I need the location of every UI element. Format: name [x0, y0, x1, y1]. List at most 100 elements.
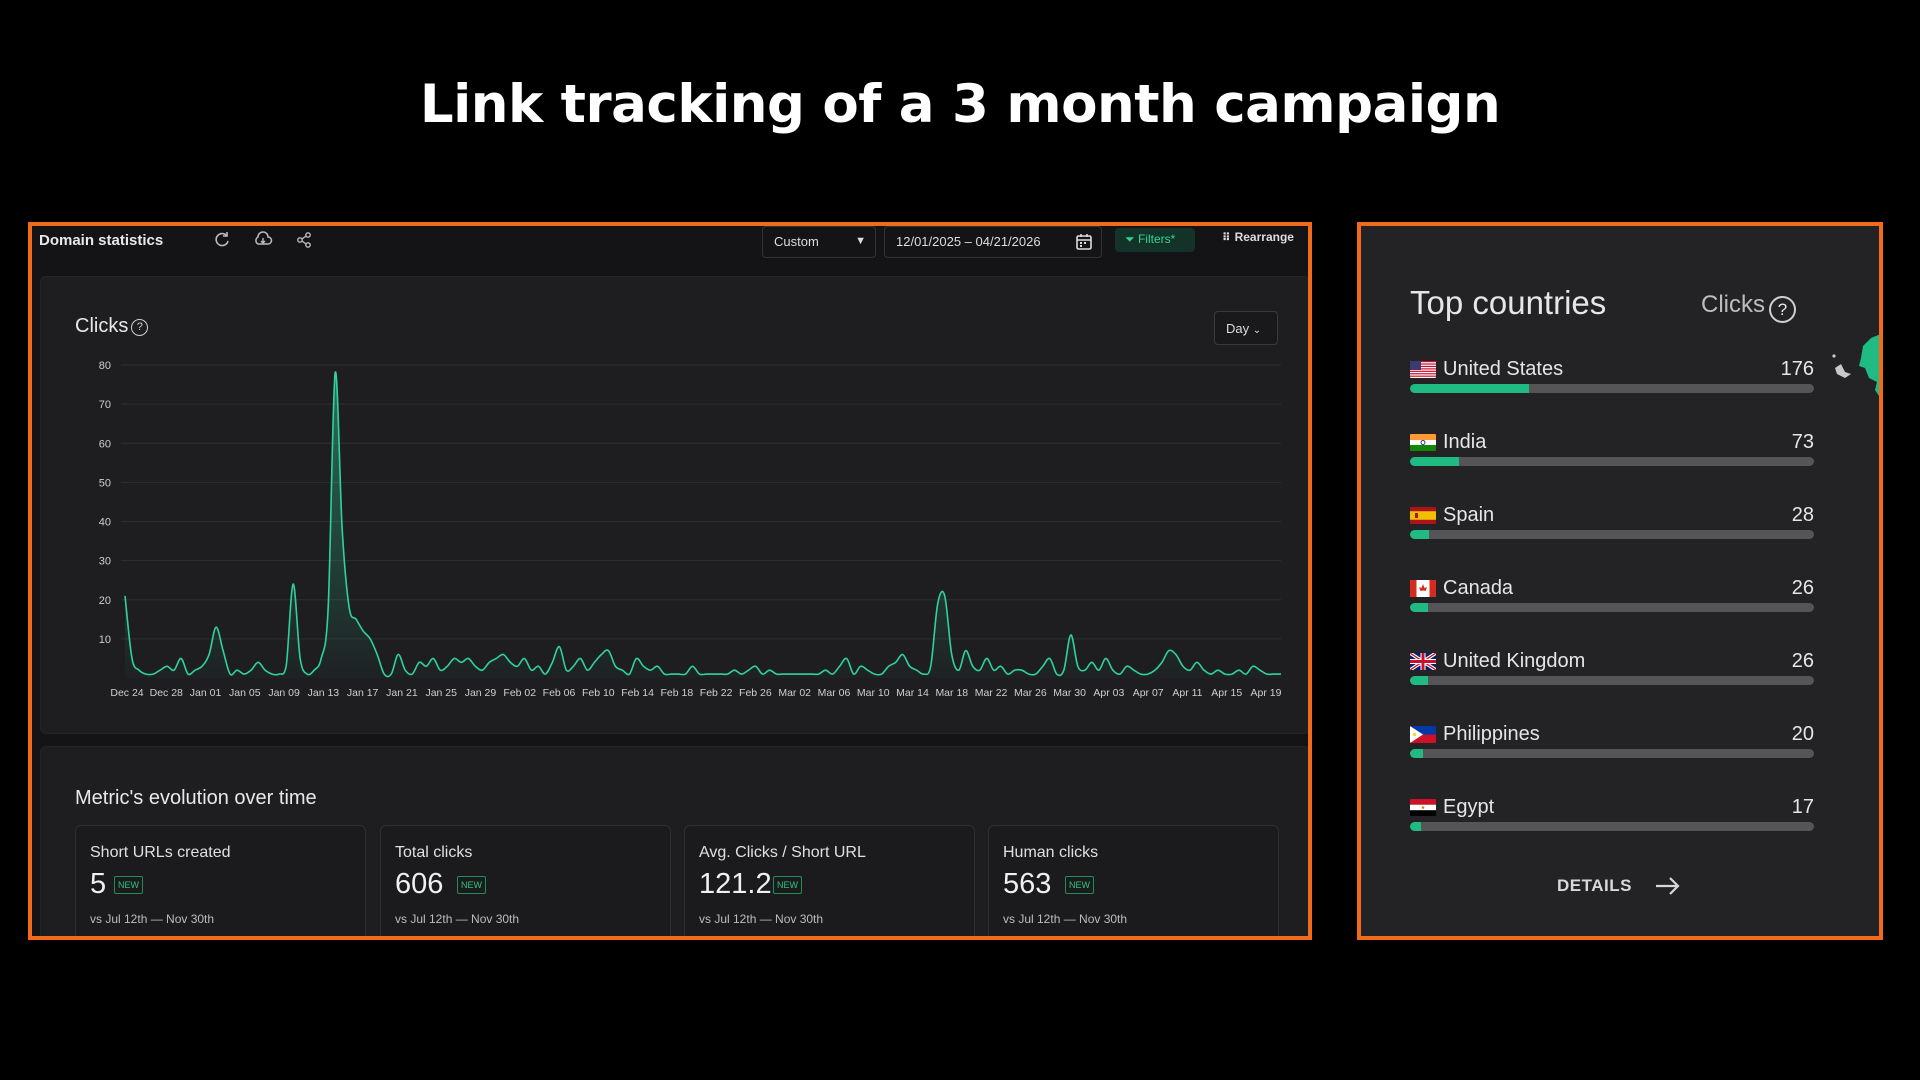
country-row[interactable]: Spain 28 [1410, 504, 1814, 544]
country-row[interactable]: United States 176 [1410, 358, 1814, 398]
country-bar-track [1410, 822, 1814, 831]
x-tick-label: Mar 02 [778, 687, 811, 699]
country-bar-track [1410, 384, 1814, 393]
country-bar-track [1410, 676, 1814, 685]
country-name: Egypt [1443, 796, 1495, 818]
rearrange-button[interactable]: ⠿ Rearrange [1222, 230, 1294, 244]
metric-label: Clicks? [1701, 291, 1796, 323]
chart-title: Clicks? [75, 315, 149, 338]
country-name: Spain [1443, 504, 1495, 526]
x-tick-label: Dec 24 [110, 687, 143, 699]
x-tick-label: Feb 10 [582, 687, 615, 699]
country-clicks: 176 [1780, 358, 1814, 380]
y-tick-label: 50 [99, 477, 111, 489]
x-tick-label: Jan 05 [229, 687, 261, 699]
metric-value: 563 [1003, 868, 1052, 900]
metric-value: 5 [90, 868, 107, 900]
country-clicks: 26 [1791, 577, 1814, 599]
y-tick-label: 60 [99, 438, 111, 450]
chevron-down-icon: ▼ [855, 235, 866, 247]
toolbar: Domain statistics Custom ▼ 12/01/2025 – … [32, 226, 1308, 274]
country-bar-track [1410, 457, 1814, 466]
metric-value: 606 [395, 868, 444, 900]
country-row[interactable]: India 73 [1410, 431, 1814, 471]
country-bar-track [1410, 530, 1814, 539]
metric-comparison: vs Jul 12th — Nov 30th [395, 912, 520, 926]
refresh-icon[interactable] [212, 230, 232, 250]
cloud-download-icon[interactable] [253, 230, 273, 250]
top-countries-title: Top countries [1410, 284, 1607, 321]
country-clicks: 73 [1791, 431, 1814, 453]
x-tick-label: Feb 06 [543, 687, 576, 699]
calendar-icon [1076, 234, 1092, 250]
x-tick-label: Apr 11 [1172, 687, 1202, 699]
interval-select[interactable]: Day ⌄ [1214, 311, 1278, 345]
x-tick-label: Dec 28 [150, 687, 183, 699]
country-bar-track [1410, 603, 1814, 612]
series-line [124, 371, 1281, 678]
x-tick-label: Feb 02 [503, 687, 536, 699]
country-row[interactable]: United Kingdom 26 [1410, 650, 1814, 690]
arrow-right-icon[interactable] [1654, 874, 1682, 898]
rearrange-label: Rearrange [1234, 230, 1294, 244]
country-bar-fill [1410, 384, 1529, 393]
grip-icon: ⠿ [1222, 232, 1231, 244]
metric-comparison: vs Jul 12th — Nov 30th [90, 912, 215, 926]
x-tick-label: Jan 21 [386, 687, 418, 699]
country-bar-fill [1410, 530, 1429, 539]
y-tick-label: 10 [99, 634, 111, 646]
clicks-area-chart: 10 20 30 40 50 60 70 80 Dec 24 Dec 28 Jan 01 Jan 05… [99, 360, 1282, 699]
page-headline: Link tracking of a 3 month campaign [419, 74, 1501, 135]
x-tick-label: Mar 14 [896, 687, 929, 699]
metric-short-urls: Short URLs created 5 NEW vs Jul 12th — N… [75, 825, 366, 936]
x-tick-label: Jan 29 [465, 687, 497, 699]
x-tick-label: Jan 09 [268, 687, 300, 699]
y-tick-label: 20 [99, 595, 111, 607]
date-range-picker[interactable]: 12/01/2025 – 04/21/2026 [884, 226, 1102, 258]
x-tick-label: Mar 06 [818, 687, 851, 699]
help-icon[interactable]: ? [1769, 296, 1796, 323]
x-tick-label: Apr 19 [1251, 687, 1282, 699]
y-tick-label: 30 [99, 556, 111, 568]
x-tick-label: Jan 01 [190, 687, 222, 699]
x-tick-label: Mar 22 [975, 687, 1008, 699]
range-select[interactable]: Custom ▼ [762, 226, 876, 258]
filters-button[interactable]: ⏷ Filters* [1115, 228, 1195, 252]
world-map-fragment [1832, 334, 1879, 396]
x-tick-label: Mar 26 [1014, 687, 1047, 699]
x-tick-label: Feb 26 [739, 687, 772, 699]
x-tick-label: Jan 17 [347, 687, 379, 699]
interval-select-value: Day [1226, 321, 1250, 336]
y-tick-label: 70 [99, 399, 111, 411]
date-range-value: 12/01/2025 – 04/21/2026 [896, 234, 1041, 249]
country-bar-track [1410, 749, 1814, 758]
x-tick-label: Apr 07 [1133, 687, 1164, 699]
domain-statistics-panel: Domain statistics Custom ▼ 12/01/2025 – … [28, 222, 1312, 940]
range-select-value: Custom [774, 234, 819, 249]
country-bar-fill [1410, 749, 1424, 758]
toolbar-title: Domain statistics [39, 232, 164, 249]
country-name: United Kingdom [1443, 650, 1586, 672]
country-row[interactable]: Philippines 20 [1410, 723, 1814, 763]
metric-label: Total clicks [395, 844, 473, 861]
top-countries-panel: Top countries Clicks? United States 176 In… [1357, 222, 1883, 940]
country-bar-fill [1410, 676, 1428, 685]
clicks-chart-card: Clicks? Day ⌄ 10 20 30 40 50 60 70 80 Dec 24 Dec … [40, 276, 1308, 734]
country-row[interactable]: Egypt 17 [1410, 796, 1814, 836]
country-row[interactable]: Canada 26 [1410, 577, 1814, 617]
filters-label: Filters* [1137, 232, 1176, 246]
metric-human-clicks: Human clicks 563 NEW vs Jul 12th — Nov 3… [988, 825, 1279, 936]
help-icon[interactable]: ? [131, 319, 149, 336]
india-flag-icon [1410, 434, 1436, 451]
x-tick-label: Feb 22 [700, 687, 733, 699]
country-clicks: 20 [1791, 723, 1814, 745]
new-badge: NEW [457, 876, 486, 894]
philippines-flag-icon [1410, 726, 1436, 743]
y-tick-label: 40 [99, 517, 111, 529]
new-badge: NEW [773, 876, 802, 894]
x-tick-label: Mar 30 [1053, 687, 1086, 699]
egypt-flag-icon [1410, 799, 1436, 816]
details-link[interactable]: DETAILS [1557, 876, 1632, 895]
metric-value: 121.2 [699, 868, 772, 900]
share-icon[interactable] [294, 230, 314, 250]
